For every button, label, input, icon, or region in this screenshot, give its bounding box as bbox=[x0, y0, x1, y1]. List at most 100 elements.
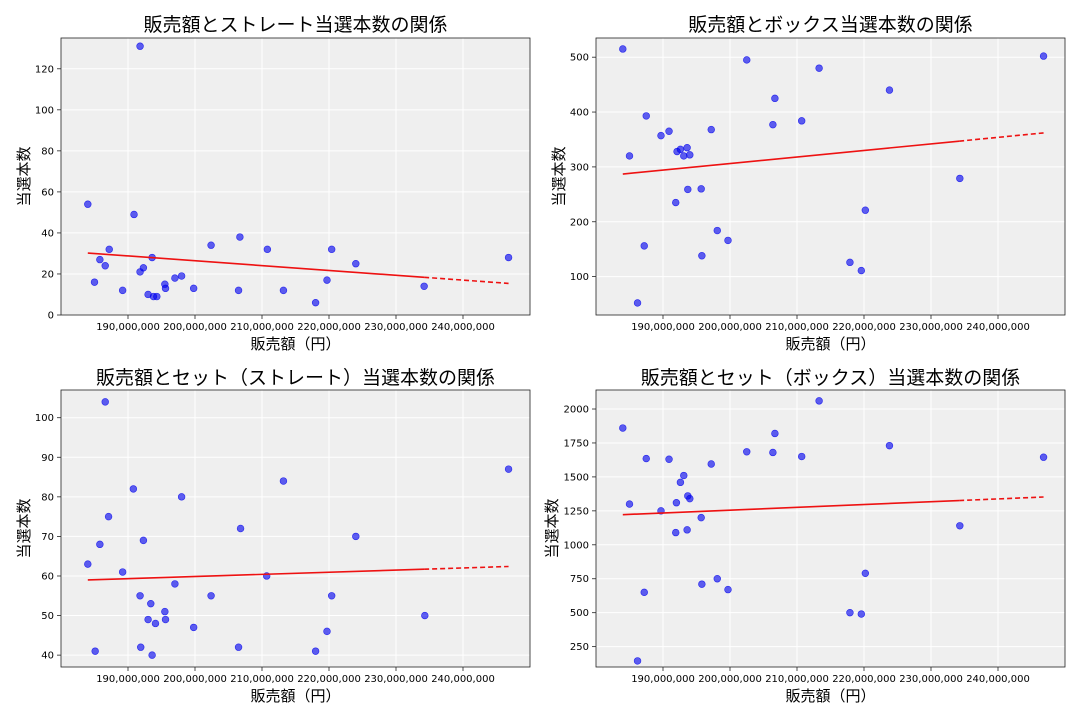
chart-panel-4: 190,000,000 200,000,000 210,000,000 220,000… bbox=[543, 367, 1066, 705]
y-tick-label: 40 bbox=[41, 228, 54, 239]
x-tick-label: 190,000,000 bbox=[631, 322, 695, 333]
x-tick-label: 240,000,000 bbox=[966, 322, 1030, 333]
x-axis-label: 販売額（円） bbox=[250, 335, 340, 353]
data-point bbox=[129, 485, 138, 493]
trend-line bbox=[87, 568, 425, 581]
trend-line bbox=[87, 252, 425, 279]
plot-area bbox=[596, 390, 1065, 667]
data-point bbox=[885, 86, 894, 94]
data-point bbox=[144, 615, 152, 624]
chart-panel-1: 190,000,000 200,000,000 210,000,000 220,000… bbox=[15, 14, 531, 353]
plot-area bbox=[596, 38, 1065, 315]
y-tick-label: 70 bbox=[41, 532, 54, 543]
data-point bbox=[118, 568, 127, 576]
chart-panel-2: 190,000,000 200,000,000 210,000,000 220,000… bbox=[550, 14, 1066, 353]
data-point bbox=[625, 152, 634, 160]
data-point bbox=[642, 454, 650, 463]
y-tick-label: 1250 bbox=[564, 506, 589, 517]
data-point bbox=[885, 441, 894, 450]
y-axis-label: 当選本数 bbox=[550, 146, 568, 206]
data-point bbox=[672, 528, 680, 537]
data-point bbox=[147, 599, 155, 608]
data-point bbox=[148, 651, 156, 659]
data-point bbox=[236, 524, 245, 533]
y-tick-label: 90 bbox=[41, 453, 54, 464]
trend-line bbox=[622, 499, 960, 516]
data-point bbox=[707, 125, 715, 134]
data-point bbox=[96, 540, 104, 549]
data-point bbox=[279, 286, 288, 295]
y-tick-label: 0 bbox=[48, 311, 54, 322]
y-tick-label: 20 bbox=[41, 269, 54, 280]
plot-area bbox=[61, 390, 530, 667]
chart-title: 販売額とボックス当選本数の関係 bbox=[688, 14, 972, 36]
y-tick-label: 100 bbox=[35, 413, 54, 424]
data-point bbox=[101, 398, 109, 406]
data-point bbox=[263, 245, 272, 254]
x-tick-label: 230,000,000 bbox=[899, 674, 963, 685]
data-point bbox=[684, 185, 692, 194]
data-point bbox=[161, 607, 169, 616]
data-point bbox=[683, 526, 691, 534]
data-point bbox=[640, 588, 648, 597]
data-point bbox=[771, 94, 779, 103]
data-point bbox=[91, 647, 99, 655]
y-tick-label: 40 bbox=[41, 651, 54, 662]
data-point bbox=[101, 262, 109, 270]
data-point bbox=[311, 647, 320, 655]
x-axis-label: 販売額（円） bbox=[250, 687, 340, 705]
data-point bbox=[1039, 453, 1048, 461]
data-point bbox=[323, 276, 331, 284]
data-point bbox=[857, 610, 866, 618]
x-tick-label: 200,000,000 bbox=[163, 674, 227, 685]
y-axis-label: 当選本数 bbox=[15, 146, 33, 206]
x-tick-label: 230,000,000 bbox=[364, 322, 428, 333]
x-tick-label: 210,000,000 bbox=[765, 322, 829, 333]
x-tick-label: 220,000,000 bbox=[832, 674, 896, 685]
data-point bbox=[657, 131, 665, 140]
x-tick-label: 240,000,000 bbox=[431, 322, 495, 333]
trend-line-extension bbox=[424, 565, 509, 570]
trend-line bbox=[622, 140, 960, 175]
data-point bbox=[151, 619, 160, 628]
data-point bbox=[665, 455, 673, 463]
data-point bbox=[504, 253, 513, 262]
x-tick-label: 200,000,000 bbox=[698, 674, 762, 685]
data-point bbox=[815, 397, 823, 405]
chart-title: 販売額とセット（ストレート）当選本数の関係 bbox=[96, 367, 495, 389]
data-point bbox=[504, 465, 513, 473]
data-point bbox=[104, 512, 113, 521]
data-point bbox=[665, 127, 673, 135]
data-point bbox=[956, 174, 964, 183]
y-tick-label: 1750 bbox=[564, 438, 589, 449]
data-point bbox=[676, 145, 685, 154]
data-point bbox=[956, 522, 964, 530]
x-tick-label: 220,000,000 bbox=[832, 322, 896, 333]
plot-area bbox=[61, 38, 530, 315]
data-point bbox=[743, 56, 751, 64]
data-point bbox=[84, 200, 92, 208]
data-point bbox=[642, 112, 650, 120]
data-point bbox=[136, 42, 144, 50]
data-point bbox=[769, 448, 777, 457]
y-tick-label: 400 bbox=[570, 108, 589, 119]
axes-frame bbox=[595, 37, 1066, 316]
chart-panel-3: 190,000,000 200,000,000 210,000,000 220,000… bbox=[15, 367, 531, 705]
data-point bbox=[327, 592, 336, 600]
data-point bbox=[815, 64, 823, 72]
data-point bbox=[118, 286, 127, 295]
data-point bbox=[171, 274, 179, 282]
data-point bbox=[90, 278, 99, 286]
data-point bbox=[724, 236, 732, 245]
y-tick-label: 750 bbox=[570, 574, 589, 585]
data-point bbox=[698, 580, 706, 588]
data-point bbox=[311, 298, 320, 307]
data-point bbox=[207, 241, 215, 249]
data-point bbox=[633, 657, 642, 665]
data-point bbox=[189, 623, 198, 632]
data-point bbox=[686, 151, 694, 159]
data-point bbox=[743, 448, 751, 456]
data-point bbox=[207, 592, 215, 600]
data-point bbox=[84, 560, 92, 568]
